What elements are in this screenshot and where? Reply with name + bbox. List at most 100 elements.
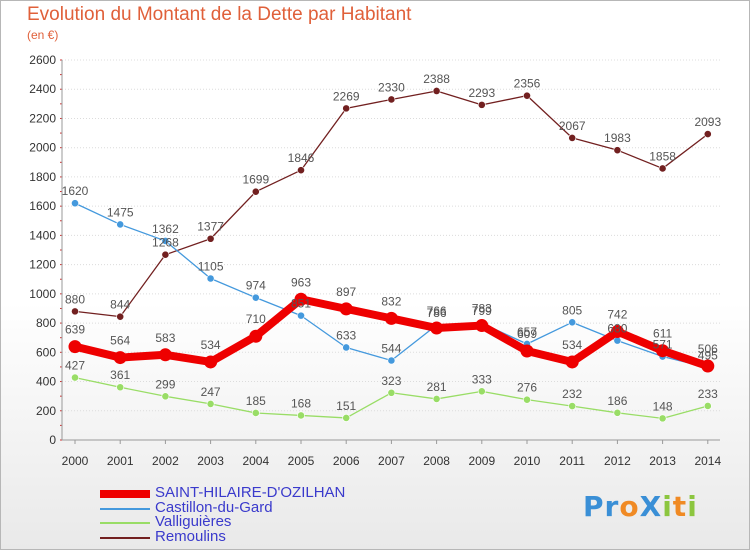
legend-label: SAINT-HILAIRE-D'OZILHAN: [155, 484, 346, 501]
data-point: [656, 344, 670, 358]
x-tick-label: 2007: [378, 454, 405, 468]
data-label: 571: [653, 338, 673, 352]
x-tick-label: 2006: [333, 454, 360, 468]
data-label: 2356: [514, 77, 541, 91]
data-point: [475, 319, 489, 333]
x-tick-label: 2004: [242, 454, 269, 468]
data-label: 1268: [152, 236, 179, 250]
x-tick-label: 2011: [559, 454, 585, 468]
x-tick-label: 2002: [152, 454, 179, 468]
data-point: [613, 336, 622, 345]
logo-letter: o: [619, 490, 640, 523]
legend-label: Castillon-du-Gard: [155, 499, 273, 516]
data-label: 639: [65, 323, 85, 337]
data-point: [71, 199, 79, 208]
data-label: 299: [155, 377, 175, 391]
logo-letter: P: [583, 490, 605, 523]
y-tick-label: 0: [49, 433, 56, 447]
data-point: [568, 402, 577, 410]
data-label: 2093: [694, 115, 721, 129]
data-point: [610, 325, 624, 339]
y-tick-label: 2400: [29, 82, 56, 96]
data-point: [71, 373, 79, 382]
data-label: 583: [155, 331, 175, 345]
chart-subtitle: (en €): [27, 28, 59, 42]
x-tick-label: 2008: [423, 454, 450, 468]
data-label: 974: [246, 279, 266, 293]
y-tick-label: 1800: [29, 170, 56, 184]
data-point: [113, 351, 127, 365]
data-point: [477, 387, 486, 396]
data-label: 2330: [378, 80, 405, 94]
legend-swatch: [100, 508, 150, 510]
x-tick-label: 2014: [694, 454, 721, 468]
data-label: 281: [427, 380, 447, 394]
data-point: [161, 250, 170, 259]
data-point: [658, 414, 667, 423]
y-tick-label: 2600: [29, 53, 56, 67]
data-point: [339, 302, 353, 316]
legend-swatch: [100, 537, 150, 539]
data-label: 534: [562, 338, 582, 352]
data-point: [387, 356, 396, 365]
data-label-layer: 880 844 1268 1377 1699 1846 2269 2330 2388 2293 23…: [62, 72, 722, 413]
data-label: 1105: [198, 260, 224, 274]
data-point: [523, 395, 531, 404]
x-tick-label: 2009: [468, 454, 495, 468]
logo-letter: X: [639, 490, 663, 523]
data-point: [251, 293, 260, 302]
data-label: 544: [381, 341, 401, 355]
data-label: 323: [381, 374, 401, 388]
proxiti-logo: ProXiti: [583, 490, 698, 523]
data-point: [161, 237, 170, 245]
data-label: 1620: [62, 184, 89, 198]
data-label: 148: [653, 399, 673, 413]
data-point: [116, 383, 125, 392]
data-point: [430, 321, 444, 335]
data-label: 844: [110, 298, 130, 312]
data-point: [71, 307, 79, 316]
y-tick-label: 2000: [29, 141, 56, 155]
legend-swatch: [100, 522, 150, 524]
data-point: [477, 100, 486, 109]
data-point: [206, 399, 215, 408]
data-point: [613, 146, 622, 155]
data-label: 2067: [559, 119, 586, 133]
data-point: [206, 234, 215, 243]
data-label: 1846: [288, 151, 315, 165]
data-label: 799: [472, 304, 492, 318]
data-point: [658, 164, 667, 173]
data-label: 168: [291, 396, 311, 410]
data-point: [342, 343, 351, 352]
data-label: 534: [201, 338, 221, 352]
data-label: 783: [472, 302, 492, 316]
y-tick-label: 200: [36, 404, 56, 418]
data-point: [294, 292, 308, 306]
data-point: [206, 274, 215, 283]
x-tick-label: 2005: [288, 454, 315, 468]
data-label: 2293: [468, 86, 495, 100]
data-label: 506: [698, 342, 718, 356]
data-label: 495: [698, 349, 718, 363]
data-point: [568, 133, 577, 142]
logo-letter: r: [604, 490, 620, 523]
y-tick-label: 1000: [29, 287, 56, 301]
x-tick-label: 2003: [197, 454, 224, 468]
chart-title: Evolution du Montant de la Dette par Hab…: [27, 4, 412, 25]
x-tick-label: 2000: [62, 454, 89, 468]
data-point: [116, 312, 125, 321]
data-point: [297, 311, 305, 320]
data-point: [116, 220, 125, 229]
data-label: 1983: [604, 131, 631, 145]
data-label: 611: [653, 327, 672, 341]
data-label: 1377: [197, 220, 224, 234]
data-point: [297, 166, 305, 175]
data-label: 2388: [423, 72, 450, 86]
data-point: [568, 318, 577, 327]
data-label: 276: [517, 381, 537, 395]
series-line: [74, 90, 709, 318]
data-label: 766: [427, 304, 447, 318]
legend-label: Valliguières: [155, 513, 232, 530]
data-label: 233: [698, 387, 718, 401]
data-point: [703, 402, 712, 410]
